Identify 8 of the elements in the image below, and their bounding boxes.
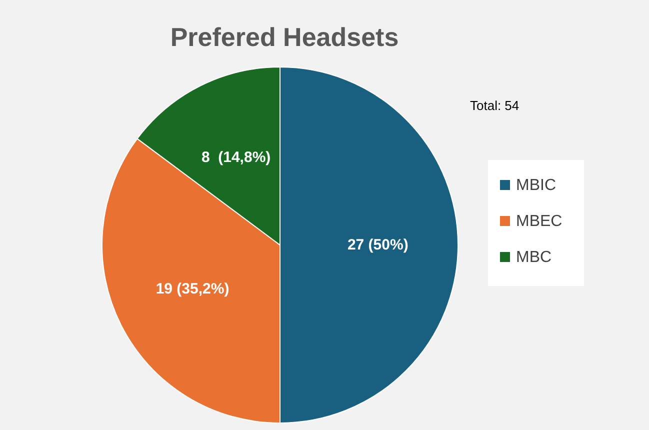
- data-label: 8 (14,8%): [201, 149, 271, 166]
- chart-title: Prefered Headsets: [170, 22, 399, 52]
- text: Total: 54: [470, 98, 520, 113]
- legend-label: MBIC: [516, 177, 556, 194]
- legend-label: MBC: [516, 249, 552, 266]
- data-label: 27 (50%): [347, 236, 408, 254]
- legend-label: MBEC: [516, 213, 562, 230]
- data-label: 19 (35,2%): [156, 280, 230, 298]
